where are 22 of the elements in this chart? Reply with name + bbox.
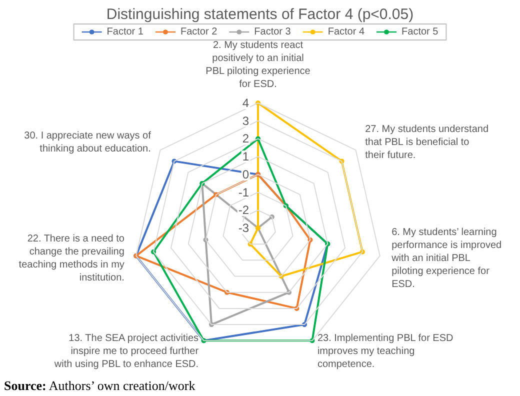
- spoke-label: 23. Implementing PBL for ESD improves my teaching competence.: [317, 332, 454, 370]
- y-tick-label: -3: [238, 221, 250, 235]
- y-tick-label: -2: [238, 203, 250, 218]
- legend-label: Factor 5: [402, 26, 439, 38]
- spoke-label: 27. My students understand that PBL is beneficial to their future.: [365, 124, 489, 162]
- y-tick-label: 0: [242, 167, 250, 182]
- y-tick-label: -1: [238, 185, 250, 200]
- source-note: Source: Authors’ own creation/work: [4, 378, 196, 393]
- chart-title: Distinguishing statements of Factor 4 (p<0.05): [106, 6, 414, 23]
- legend-label: Factor 4: [328, 26, 365, 38]
- spoke-label: 22. There is a need to change the prevailing teaching methods in my institution.: [18, 233, 125, 284]
- legend-label: Factor 1: [106, 26, 144, 38]
- spoke-label: 2. My students react positively to an initial PBL piloting experience for ESD.: [206, 40, 311, 90]
- y-tick-label: 1: [242, 150, 250, 164]
- spoke-label: 6. My students’ learning performance is improved with an initial PBL piloting experience for ESD.: [390, 226, 502, 290]
- spoke-label: 30. I appreciate new ways of thinking about education.: [24, 130, 152, 155]
- y-tick-label: 4: [242, 96, 250, 110]
- legend-label: Factor 2: [180, 26, 218, 38]
- y-tick-label: 3: [242, 114, 250, 128]
- y-tick-label: 2: [242, 132, 250, 146]
- spoke-label: 13. The SEA project activities inspire me to proceed further with using PBL to enhance ESD.: [53, 332, 200, 370]
- legend-label: Factor 3: [254, 26, 292, 38]
